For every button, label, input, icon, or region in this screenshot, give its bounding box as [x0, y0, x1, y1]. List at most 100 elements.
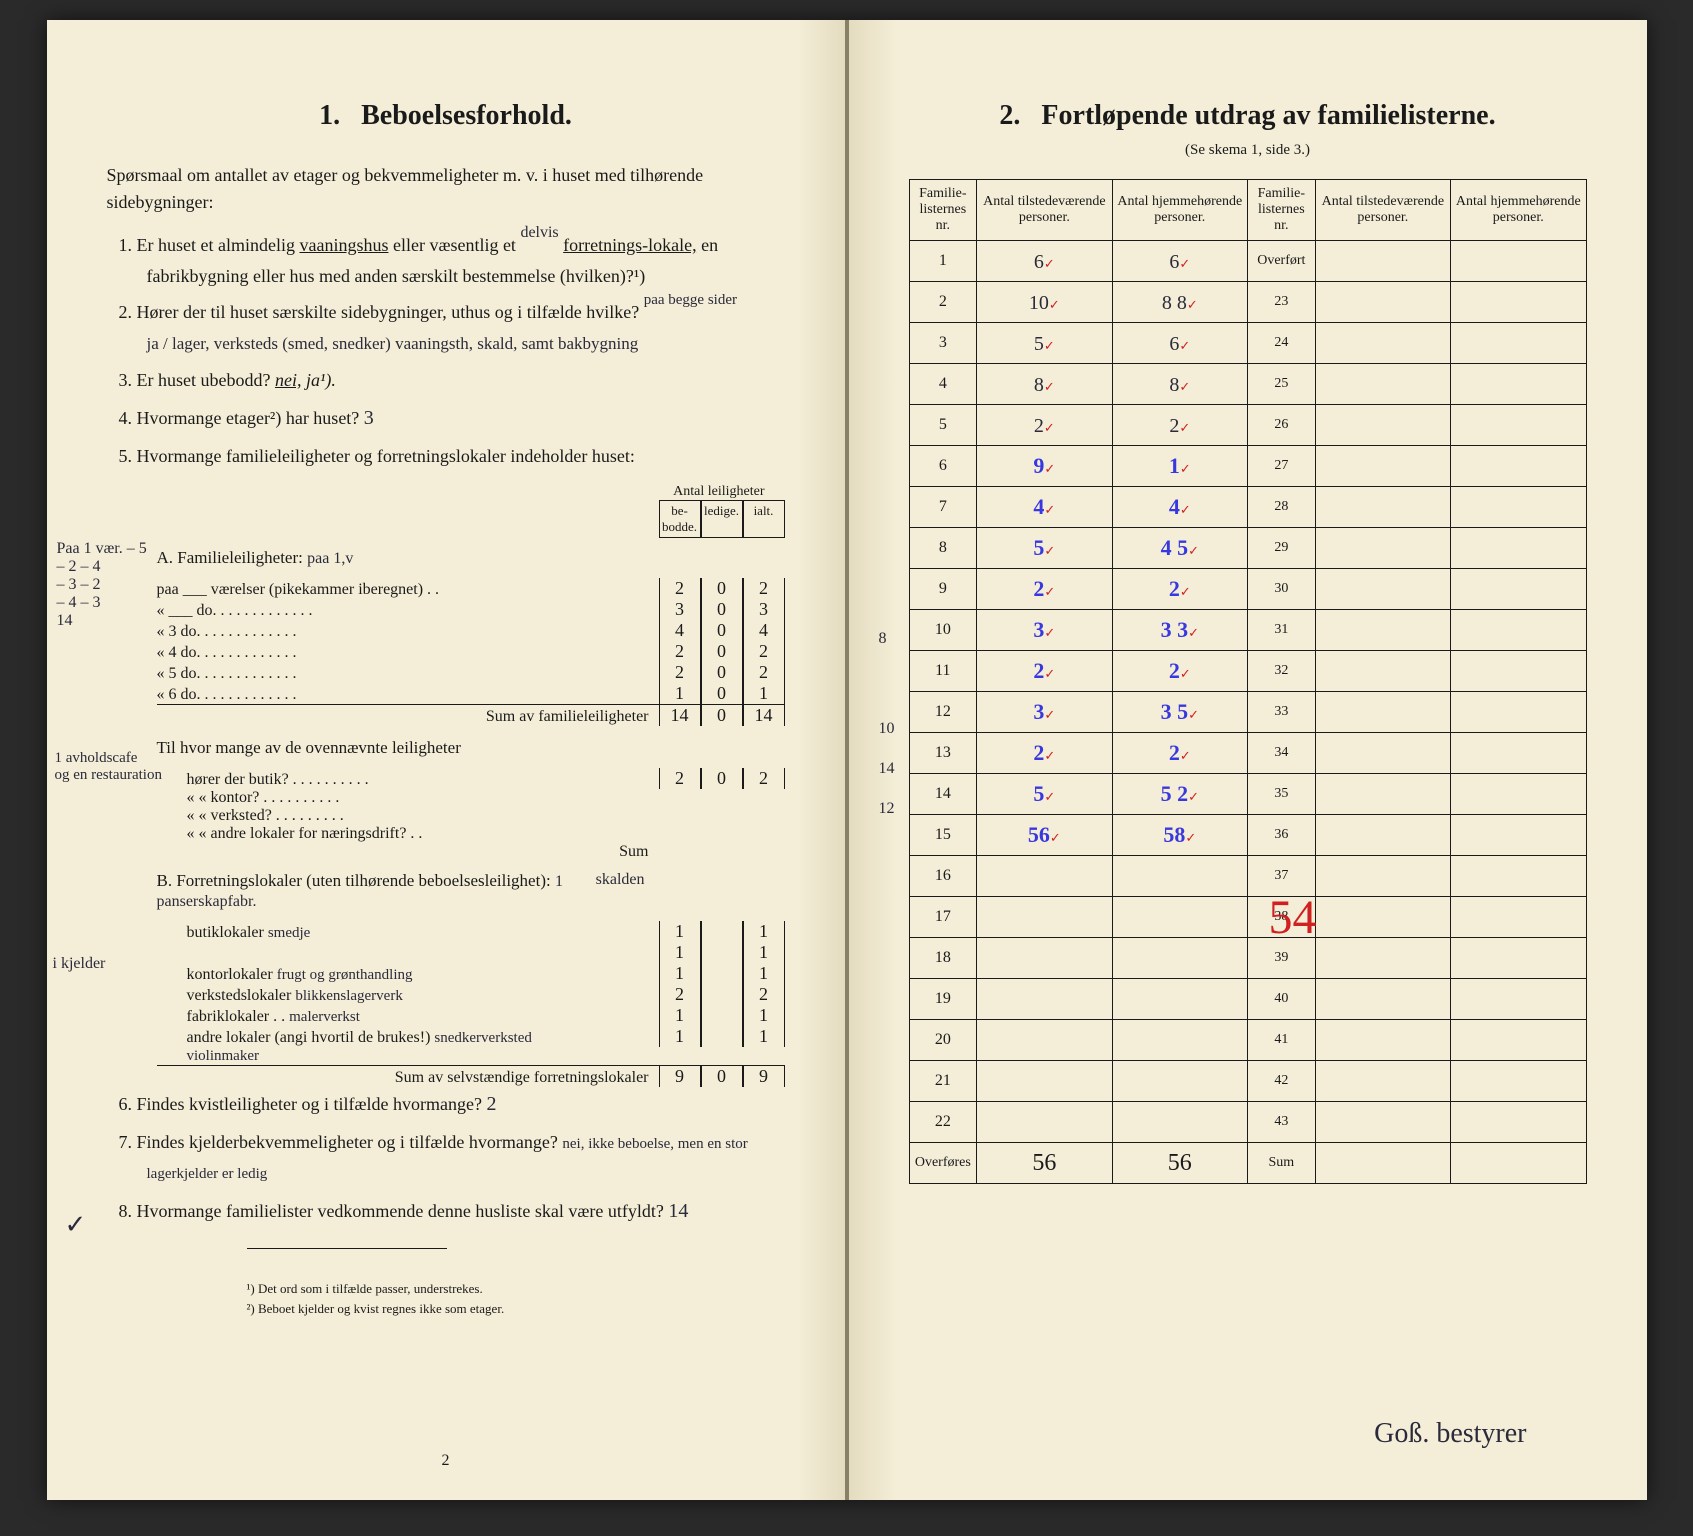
table-row: 14 5✓ 5 2✓ 35 — [909, 774, 1586, 815]
section-a-label: A. Familieleiligheter: paa 1,v — [157, 548, 785, 568]
q6-handwritten: 2 — [486, 1093, 496, 1115]
th-5: Antal tilstedeværende personer. — [1315, 180, 1450, 241]
right-subtitle: (Se skema 1, side 3.) — [909, 142, 1587, 159]
table-row: violinmaker — [187, 1047, 785, 1065]
margin-r-12: 12 — [879, 800, 895, 818]
th-6: Antal hjemmehørende personer. — [1451, 180, 1586, 241]
q4-handwritten: 3 — [364, 407, 374, 429]
table-row: hører der butik? . . . . . . . . . . 202 — [187, 768, 785, 789]
col-headers: be-bodde. ledige. ialt. — [107, 500, 785, 538]
overfores-b: 56 — [1112, 1143, 1247, 1184]
question-7: 7. Findes kjelderbekvemmeligheter og i t… — [147, 1127, 785, 1188]
table-row: 17 38 — [909, 897, 1586, 938]
document-book: 1. Beboelsesforhold. Spørsmaal om antall… — [47, 20, 1647, 1500]
table-row: 8 5✓ 4 5✓ 29 — [909, 528, 1586, 569]
table-row: 20 41 — [909, 1020, 1586, 1061]
table-row: 16 37 — [909, 856, 1586, 897]
th-4: Familie-listernes nr. — [1247, 180, 1315, 241]
family-rows-body: 1 6✓ 6✓ Overført 2 10✓ 8 8✓ 23 3 5✓ 6✓ 2… — [909, 241, 1586, 1143]
table-row: 22 43 — [909, 1102, 1586, 1143]
table-row: 7 4✓ 4✓ 28 — [909, 487, 1586, 528]
rows-a-container: paa ___ værelser (pikekammer iberegnet) … — [157, 578, 785, 704]
signature: Goß. bestyrer — [1374, 1418, 1526, 1450]
table-row: 15 56✓ 58✓ 36 — [909, 815, 1586, 856]
rows-b-container: butiklokaler smedje 11 11kontorlokaler f… — [187, 921, 785, 1065]
footnote-divider — [247, 1248, 447, 1249]
margin-r-14: 14 — [879, 760, 895, 778]
table-row: « 6 do. . . . . . . . . . . . . 101 — [157, 683, 785, 704]
left-page: 1. Beboelsesforhold. Spørsmaal om antall… — [47, 20, 847, 1500]
table-row: 18 39 — [909, 938, 1586, 979]
margin-oven-note: 1 avholdscafe og en restauration — [55, 750, 162, 784]
sum-b-row: Sum av selvstændige forretningslokaler 9… — [157, 1065, 785, 1087]
table-row: « 5 do. . . . . . . . . . . . . 202 — [157, 662, 785, 683]
table-row: andre lokaler (angi hvortil de brukes!) … — [187, 1026, 785, 1047]
q1-handwritten-insert: delvis — [520, 224, 558, 241]
title-text-2: Fortløpende utdrag av familielisterne. — [1041, 100, 1495, 131]
title-num: 1. — [319, 100, 340, 131]
question-8: 8. Hvormange familielister vedkommende d… — [147, 1194, 785, 1228]
table-row: 9 2✓ 2✓ 30 — [909, 569, 1586, 610]
table-row: paa ___ værelser (pikekammer iberegnet) … — [157, 578, 785, 599]
oven-rows-container: hører der butik? . . . . . . . . . . 202… — [187, 768, 785, 843]
table-row: 1 6✓ 6✓ Overført — [909, 241, 1586, 282]
section-b-label: skalden B. Forretningslokaler (uten tilh… — [157, 871, 785, 911]
question-3: 3. Er huset ubebodd? nei, ja¹). — [147, 365, 785, 396]
th-2: Antal tilstedeværende personer. — [977, 180, 1112, 241]
question-5: 5. Hvormange familieleiligheter og forre… — [147, 441, 785, 472]
oven-sum-row: Sum — [187, 843, 785, 861]
sum-label: Sum — [1247, 1143, 1315, 1184]
overfores-row: Overføres 56 56 Sum — [909, 1143, 1586, 1184]
table-row: « 4 do. . . . . . . . . . . . . 202 — [157, 641, 785, 662]
table-section-a: Antal leiligheter be-bodde. ledige. ialt… — [107, 484, 785, 1087]
table-row: 3 5✓ 6✓ 24 — [909, 323, 1586, 364]
table-row: 21 42 — [909, 1061, 1586, 1102]
big-red-54: 54 — [1269, 890, 1317, 945]
th-1: Familie-listernes nr. — [909, 180, 977, 241]
section-a-handnote: paa 1,v — [307, 550, 353, 567]
table-header: Antal leiligheter — [107, 484, 765, 500]
table-row: 10 3✓ 3 3✓ 31 — [909, 610, 1586, 651]
table-row: 6 9✓ 1✓ 27 — [909, 446, 1586, 487]
table-row: « « verksted? . . . . . . . . . — [187, 807, 785, 825]
table-row: butiklokaler smedje 11 — [187, 921, 785, 942]
q8-handwritten: 14 — [668, 1200, 688, 1222]
table-row: 13 2✓ 2✓ 34 — [909, 733, 1586, 774]
sum-a-row: Sum av familieleiligheter 14 0 14 — [157, 704, 785, 726]
footnotes: ¹) Det ord som i tilfælde passer, unders… — [247, 1279, 785, 1318]
table-row: kontorlokaler frugt og grønthandling 11 — [187, 963, 785, 984]
left-title: 1. Beboelsesforhold. — [107, 100, 785, 132]
question-2: 2. Hører der til huset særskilte sidebyg… — [147, 297, 785, 358]
right-title: 2. Fortløpende utdrag av familielisterne… — [909, 100, 1587, 132]
table-row: verkstedslokaler blikkenslagerverk 22 — [187, 984, 785, 1005]
table-row: 5 2✓ 2✓ 26 — [909, 405, 1586, 446]
oven-label: Til hvor mange av de ovennævnte leilighe… — [157, 738, 785, 758]
margin-r-8: 8 — [879, 630, 887, 648]
question-6: 6. Findes kvistleiligheter og i tilfælde… — [147, 1087, 785, 1121]
table-row: « 3 do. . . . . . . . . . . . . 404 — [157, 620, 785, 641]
q2-hand-top: paa begge sider — [644, 292, 737, 308]
table-row: 11 2✓ 2✓ 32 — [909, 651, 1586, 692]
th-3: Antal hjemmehørende personer. — [1112, 180, 1247, 241]
question-4: 4. Hvormange etager²) har huset? 3 — [147, 401, 785, 435]
question-1: 1. Er huset et almindelig vaaningshus el… — [147, 230, 785, 291]
table-row: 12 3✓ 3 5✓ 33 — [909, 692, 1586, 733]
overfores-a: 56 — [977, 1143, 1112, 1184]
table-row: 11 — [187, 942, 785, 963]
table-row: « « kontor? . . . . . . . . . . — [187, 789, 785, 807]
table-row: 19 40 — [909, 979, 1586, 1020]
margin-r-10: 10 — [879, 720, 895, 738]
table-row: « ___ do. . . . . . . . . . . . . 303 — [157, 599, 785, 620]
intro-text: Spørsmaal om antallet av etager og bekve… — [107, 162, 785, 216]
q2-handwritten: ja / lager, verksteds (smed, snedker) va… — [147, 334, 639, 353]
margin-check: ✓ — [65, 1210, 87, 1240]
title-text: Beboelsesforhold. — [361, 100, 572, 131]
table-row: fabriklokaler . . malerverkst 11 — [187, 1005, 785, 1026]
table-row: 2 10✓ 8 8✓ 23 — [909, 282, 1586, 323]
margin-b-note: i kjelder — [53, 955, 106, 973]
table-row: « « andre lokaler for næringsdrift? . . — [187, 825, 785, 843]
table-row: 4 8✓ 8✓ 25 — [909, 364, 1586, 405]
page-number: 2 — [47, 1452, 845, 1470]
family-table: Familie-listernes nr. Antal tilstedevære… — [909, 179, 1587, 1184]
title-num-2: 2. — [999, 100, 1020, 131]
